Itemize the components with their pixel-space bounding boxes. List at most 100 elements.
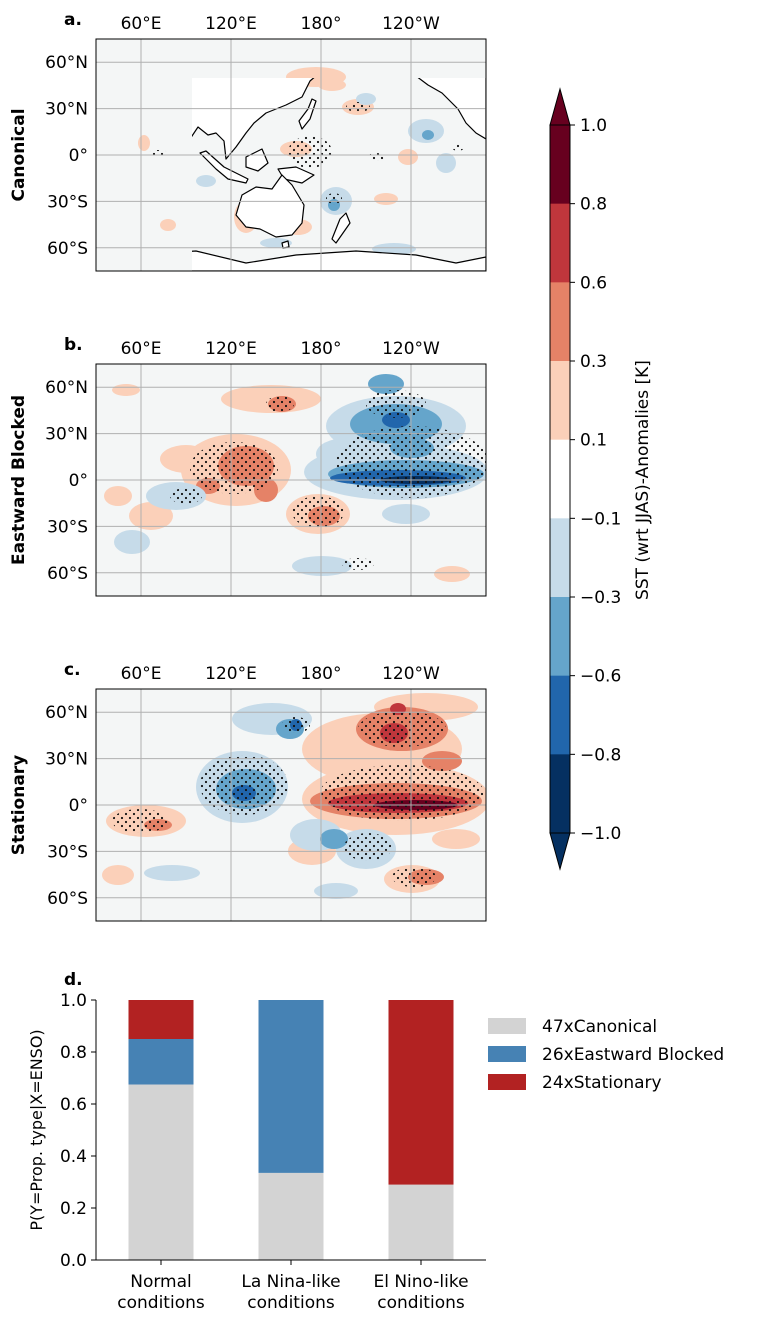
- bar-segment: [388, 1000, 454, 1185]
- panel-letter: b.: [64, 335, 83, 355]
- y-tick-label: 0.8: [60, 1043, 87, 1063]
- colorbar-band: [550, 361, 570, 441]
- y-tick-label: 1.0: [60, 991, 87, 1011]
- panel-letter-d: d.: [64, 970, 83, 990]
- map-gridlines: [96, 39, 486, 271]
- lat-tick-label: 0°: [69, 796, 88, 816]
- colorbar-extend-top: [549, 87, 571, 126]
- lon-tick-label: 180°: [301, 664, 342, 684]
- colorbar-tick-label: 0.3: [580, 352, 607, 372]
- lat-tick-label: 60°S: [47, 564, 88, 584]
- colorbar-band: [550, 597, 570, 677]
- row-label: Stationary: [9, 755, 29, 856]
- y-tick-label: 0.2: [60, 1199, 87, 1219]
- legend-label: 24xStationary: [542, 1073, 662, 1093]
- y-axis: 0.0 0.2 0.4 0.6 0.8 1.0: [60, 991, 96, 1271]
- significance-stipple: [342, 558, 374, 570]
- y-tick-label: 0.0: [60, 1251, 87, 1271]
- lon-tick-label: 120°W: [382, 339, 440, 359]
- x-tick-label: La Nina-like conditions: [241, 1272, 340, 1313]
- colorbar-band: [550, 518, 570, 598]
- legend-swatch: [488, 1046, 526, 1062]
- sst-anomaly-field: [102, 693, 486, 899]
- map-panel-stationary: 60°E 120°E 180° 120°W 60°N 30°N 0° 30°S 60°S c. St…: [9, 660, 487, 922]
- lon-tick-label: 120°W: [382, 664, 440, 684]
- lon-tick-label: 60°E: [121, 14, 162, 34]
- x-axis: Normal conditions La Nina-like conditions El…: [117, 1260, 469, 1313]
- map-panel-canonical: 60°E 120°E 180° 120°W 60°N 30°N 0° 30°S 60°S a. Ca…: [9, 10, 487, 272]
- legend-label: 47xCanonical: [542, 1017, 657, 1037]
- bar-segment: [258, 1172, 324, 1260]
- significance-stipple: [336, 426, 486, 498]
- significance-stipple: [392, 867, 436, 887]
- colorbar-tick-label: −0.8: [580, 745, 621, 765]
- colorbar-ticks: 1.0 0.8 0.6 0.3 0.1 −0.1 −0.3 −0.6 −0.8 −1.0: [570, 116, 621, 844]
- legend: 47xCanonical 26xEastward Blocked 24xStatio…: [488, 1017, 724, 1093]
- significance-stipple: [320, 765, 484, 821]
- map-frame: [95, 363, 487, 597]
- colorbar-tick-label: −0.3: [580, 588, 621, 608]
- colorbar-tick-label: 0.6: [580, 273, 607, 293]
- colorbar-band: [550, 203, 570, 283]
- lon-tick-label: 120°E: [205, 664, 257, 684]
- significance-stipple: [288, 136, 332, 168]
- lat-tick-label: 60°S: [47, 239, 88, 259]
- map-panels: 60°E 120°E 180° 120°W 60°N 30°N 0° 30°S 60°S a. Ca…: [9, 10, 487, 922]
- x-tick-label: Normal conditions: [117, 1272, 205, 1313]
- map-frame: [95, 38, 487, 272]
- colorbar-tick-label: 1.0: [580, 116, 607, 136]
- significance-stipple: [200, 755, 288, 815]
- bar-segment: [388, 1184, 454, 1260]
- panel-letter: c.: [64, 660, 81, 680]
- significance-stipple: [326, 193, 342, 205]
- lon-tick-label: 120°W: [382, 14, 440, 34]
- legend-label: 26xEastward Blocked: [542, 1045, 724, 1065]
- x-tick-label: El Nino-like conditions: [373, 1272, 468, 1313]
- lon-tick-label: 120°E: [205, 339, 257, 359]
- bar-segment: [258, 1000, 324, 1173]
- lat-tick-label: 30°S: [47, 517, 88, 537]
- colorbar-tick-label: 0.8: [580, 195, 607, 215]
- map-frame: [95, 688, 487, 922]
- significance-stipple: [366, 390, 426, 418]
- lat-tick-label: 60°N: [45, 53, 88, 73]
- colorbar-tick-label: 0.1: [580, 431, 607, 451]
- map-panel-eastward: 60°E 120°E 180° 120°W 60°N 30°N 0° 30°S 60°S b. Ea…: [9, 335, 487, 597]
- significance-stipple: [282, 717, 310, 733]
- lat-tick-label: 30°S: [47, 192, 88, 212]
- lat-tick-label: 30°N: [45, 425, 88, 445]
- lat-tick-label: 0°: [69, 146, 88, 166]
- significance-stipple: [346, 102, 370, 112]
- colorbar-frame: [549, 124, 571, 834]
- y-axis-label: P(Y=Prop. type|X=ENSO): [27, 1029, 46, 1230]
- colorbar-band: [550, 282, 570, 362]
- colorbar-band: [550, 754, 570, 834]
- colorbar-tick-label: −1.0: [580, 824, 621, 844]
- lat-tick-label: 30°N: [45, 100, 88, 120]
- lon-tick-label: 60°E: [121, 339, 162, 359]
- lat-tick-label: 0°: [69, 471, 88, 491]
- y-tick-label: 0.4: [60, 1147, 87, 1167]
- y-tick-label: 0.6: [60, 1095, 87, 1115]
- colorbar-band: [550, 125, 570, 205]
- bar-segment: [128, 1039, 194, 1085]
- colorbar-label: SST (wrt JJAS)-Anomalies [K]: [633, 360, 653, 600]
- significance-stipple: [190, 442, 278, 494]
- significance-stipple: [368, 153, 384, 161]
- significance-stipple: [292, 496, 344, 528]
- stacked-bar-chart: d. 0.0 0.2 0.4 0.6 0.8 1.0 Normal conditions La…: [27, 970, 724, 1313]
- lon-tick-label: 180°: [301, 339, 342, 359]
- colorbar-bands: [550, 125, 570, 834]
- map-gridlines: [96, 364, 486, 596]
- significance-stipple: [358, 711, 446, 747]
- lat-tick-label: 30°S: [47, 842, 88, 862]
- map-gridlines: [96, 689, 486, 921]
- lon-tick-label: 180°: [301, 14, 342, 34]
- significance-stipple: [452, 143, 464, 151]
- significance-stipple: [344, 833, 392, 861]
- significance-stipple: [266, 396, 294, 412]
- lat-tick-label: 60°N: [45, 703, 88, 723]
- significance-stipple: [112, 809, 168, 833]
- lon-tick-label: 60°E: [121, 664, 162, 684]
